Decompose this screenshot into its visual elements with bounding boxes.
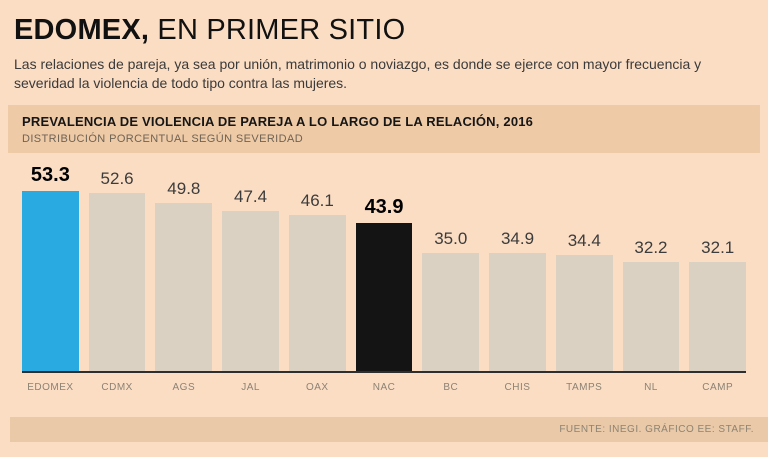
bar-column: 35.0 [422,228,480,371]
bar-category-label: EDOMEX [27,381,74,393]
bar-column: 53.3 [22,164,79,371]
bar-value: 35.0 [434,228,468,248]
bar-category-label: NL [644,381,658,393]
bar-column: 52.6 [88,169,146,371]
bar-column: 32.1 [689,238,747,371]
bar-column: 49.8 [155,178,213,371]
bar [422,252,480,371]
bar-value: 43.9 [364,195,404,218]
bar [355,222,413,371]
bars-row: 53.3 52.6 49.8 47.4 46.1 43.9 35.0 34.9 34.4 32.2… [22,157,747,371]
footer-band: FUENTE: INEGI. GRÁFICO EE: STAFF. [10,417,768,442]
axis-baseline [22,370,746,373]
bar-category-label: TAMPS [566,381,603,393]
bar-category-label: CAMP [702,381,734,393]
chart-header-band: PREVALENCIA DE VIOLENCIA DE PAREJA A LO … [8,104,760,153]
chart-title: PREVALENCIA DE VIOLENCIA DE PAREJA A LO … [22,113,534,129]
bar [22,190,79,371]
bar-value: 32.2 [634,238,668,258]
bar-category-label: JAL [241,381,260,393]
bar [689,262,747,371]
source-credit: FUENTE: INEGI. GRÁFICO EE: STAFF. [559,424,754,435]
bar-column: 46.1 [288,191,346,371]
bar-category-label: OAX [305,381,329,393]
bar [489,252,546,371]
bar-category-label: CHIS [504,381,531,393]
bar-column: 34.9 [489,229,546,371]
bar [622,262,680,371]
bar-column: 34.4 [555,230,613,371]
bar-category-label: BC [443,381,459,393]
bar-category-label: CDMX [101,381,133,393]
bar-value: 53.3 [30,163,70,186]
bar-value: 32.1 [701,238,735,258]
bar-value: 47.4 [234,186,268,206]
bar [555,254,613,371]
bar-column: 43.9 [355,195,413,371]
bar-column: 47.4 [222,187,279,371]
bar-category-label: NAC [372,381,396,393]
bar-column: 32.2 [622,238,680,371]
bar-chart: 53.3 52.6 49.8 47.4 46.1 43.9 35.0 34.9 34.4 32.2… [22,157,747,393]
page-subtitle: Las relaciones de pareja, ya sea por uni… [14,56,702,91]
bar [222,210,279,371]
bar-value: 49.8 [167,178,201,198]
bar-value: 46.1 [300,191,334,211]
page-title: EDOMEX, EN PRIMER SITIO [14,14,752,47]
bar-value: 34.9 [500,228,535,248]
page-title-emphasis: EDOMEX, [14,14,150,46]
bar-value: 34.4 [567,230,601,250]
page-title-rest: EN PRIMER SITIO [149,14,406,46]
category-labels-row: EDOMEX CDMX AGS JAL OAX NAC BC CHIS TAMPS NL CAMP [22,382,746,393]
title-block: EDOMEX, EN PRIMER SITIO Las relaciones d… [0,0,768,93]
chart-subtitle: DISTRIBUCIÓN PORCENTUAL SEGÚN SEVERIDAD [22,132,304,145]
bar [155,202,213,371]
bar [288,215,346,371]
bar-value: 52.6 [100,169,134,189]
bar-category-label: AGS [172,381,196,393]
bar [88,193,146,371]
